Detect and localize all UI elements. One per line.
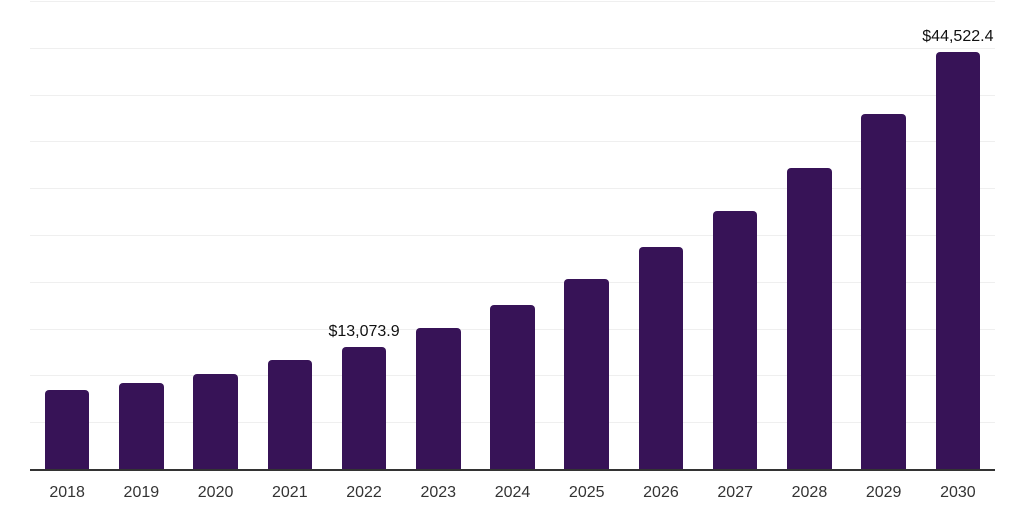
bar-2029[interactable] <box>861 114 906 469</box>
bar-value-label-2030: $44,522.4 <box>922 28 994 46</box>
x-tick-2022: 2022 <box>346 484 382 501</box>
bar-2021[interactable] <box>267 360 313 469</box>
x-tick-2025: 2025 <box>568 484 605 501</box>
gridline-35000 <box>30 141 995 143</box>
bar-2024[interactable] <box>490 305 535 469</box>
x-tick-2030: 2030 <box>940 484 976 501</box>
gridline-40000 <box>30 94 995 96</box>
gridline-45000 <box>30 47 995 49</box>
bar-2020[interactable] <box>193 374 238 469</box>
bar-2030[interactable] <box>935 52 981 469</box>
bar-value-label-2022: $13,073.9 <box>328 322 400 340</box>
bar-2026[interactable] <box>638 247 684 469</box>
x-tick-2029: 2029 <box>865 484 902 501</box>
bar-2025[interactable] <box>564 278 609 469</box>
x-tick-2024: 2024 <box>494 484 531 501</box>
x-tick-2027: 2027 <box>717 484 753 501</box>
bar-2027[interactable] <box>712 211 758 469</box>
bar-2028[interactable] <box>787 167 832 469</box>
x-tick-2026: 2026 <box>643 484 679 501</box>
bar-2018[interactable] <box>44 390 90 469</box>
gridline-20000 <box>30 281 995 283</box>
gridline-50000 <box>30 1 995 2</box>
gridline-25000 <box>30 235 995 236</box>
x-tick-2023: 2023 <box>420 484 457 501</box>
bar-2023[interactable] <box>416 327 461 469</box>
x-tick-2019: 2019 <box>123 484 160 501</box>
x-tick-2020: 2020 <box>197 484 234 501</box>
gridline-30000 <box>30 188 995 190</box>
x-tick-2021: 2021 <box>272 484 308 501</box>
x-tick-2028: 2028 <box>791 484 828 501</box>
bar-2019[interactable] <box>119 382 164 469</box>
plot-area: $13,073.9 $44,522.4 <box>30 0 995 471</box>
bar-2022[interactable] <box>341 346 387 469</box>
x-tick-2018: 2018 <box>49 484 85 501</box>
x-axis-line <box>30 469 995 471</box>
